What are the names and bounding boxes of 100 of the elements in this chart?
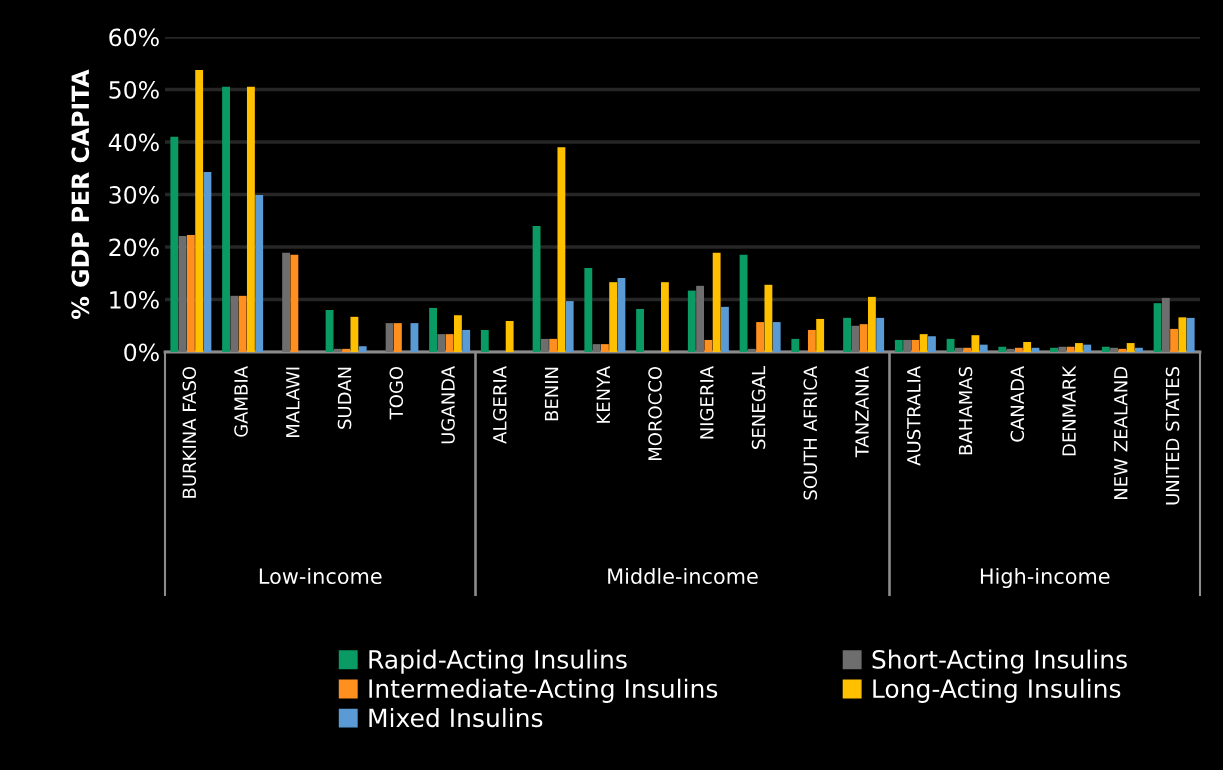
bar <box>1101 346 1110 352</box>
bar <box>1126 343 1135 352</box>
bar <box>255 195 264 352</box>
bar <box>660 282 669 352</box>
bar <box>867 296 876 352</box>
bar <box>1178 317 1187 352</box>
bar <box>636 308 644 352</box>
x-tick-label: ALGERIA <box>492 366 507 444</box>
bar <box>1083 344 1092 352</box>
bar <box>1074 343 1083 352</box>
x-tick-label: MALAWI <box>286 367 300 438</box>
y-tick-label: 60% <box>109 28 159 47</box>
bar <box>333 348 342 352</box>
bar <box>540 338 549 352</box>
legend-label: Mixed Insulins <box>369 707 543 728</box>
bar <box>1161 297 1170 352</box>
x-tick-label: NEW ZEALAND <box>1114 366 1128 499</box>
bar <box>721 306 729 352</box>
bar <box>807 329 816 352</box>
bar <box>1110 347 1119 352</box>
bar <box>911 339 920 352</box>
bar <box>979 344 988 352</box>
bar <box>919 334 928 352</box>
bar <box>1023 342 1032 352</box>
x-tick-label: TANZANIA <box>855 366 869 458</box>
x-tick-label: SENEGAL <box>751 365 766 449</box>
y-tick-label: 50% <box>109 80 159 99</box>
y-tick-label: 30% <box>109 185 159 204</box>
x-tick-label: BENIN <box>544 367 559 421</box>
bar <box>894 339 903 352</box>
bar <box>859 324 868 352</box>
bar <box>238 295 247 352</box>
bar <box>393 323 402 352</box>
bar <box>1014 347 1023 352</box>
bar <box>772 322 781 352</box>
x-tick-label: UGANDA <box>441 366 455 444</box>
y-axis-title: % GDP PER CAPITA <box>71 69 90 319</box>
bar <box>178 235 187 352</box>
x-tick-label: KENYA <box>596 366 610 423</box>
bar <box>764 284 773 352</box>
legend-label: Intermediate-Acting Insulins <box>369 678 718 703</box>
bar <box>609 282 618 352</box>
bar <box>222 86 230 352</box>
bar <box>480 329 489 352</box>
bar <box>816 318 825 352</box>
x-tick-label: CANADA <box>1010 366 1025 442</box>
x-tick-label: BURKINA FASO <box>182 366 197 498</box>
bar <box>186 234 195 352</box>
bar <box>429 307 437 352</box>
bar <box>1170 328 1179 352</box>
text: Low-income <box>259 567 382 585</box>
bar <box>385 323 394 352</box>
bar <box>549 338 558 352</box>
bar <box>505 321 514 352</box>
x-tick-label: AUSTRALIA <box>906 366 921 466</box>
y-tick-label: 20% <box>109 238 159 257</box>
x-tick-label: SOUTH AFRICA <box>803 366 818 500</box>
bar <box>963 347 972 352</box>
bar <box>600 344 609 352</box>
y-tick-label: 0% <box>124 343 159 362</box>
bar <box>1186 317 1195 352</box>
bar <box>1058 346 1067 352</box>
x-tick-label: MOROCCO <box>648 366 662 461</box>
x-tick-label: NIGERIA <box>699 366 714 439</box>
bar <box>565 301 574 352</box>
x-tick-label: TOGO <box>389 366 404 420</box>
bar <box>592 344 601 352</box>
text: Middle-income <box>608 567 758 585</box>
bar <box>756 322 765 352</box>
bar <box>557 147 566 352</box>
bar <box>230 295 239 352</box>
bar <box>712 252 721 352</box>
bar <box>1006 348 1015 352</box>
bar <box>290 254 299 352</box>
bar <box>843 317 851 352</box>
x-tick-label: BAHAMAS <box>958 366 973 455</box>
bar <box>462 329 471 352</box>
bar <box>704 339 713 352</box>
bar <box>928 336 936 352</box>
bar <box>696 285 705 352</box>
bar <box>195 70 204 352</box>
text: High-income <box>980 567 1110 589</box>
bar <box>358 346 367 352</box>
x-tick-label: DENMARK <box>1062 365 1076 456</box>
bar <box>747 348 756 352</box>
legend-label: Long-Acting Insulins <box>873 678 1121 703</box>
bar <box>445 334 454 352</box>
bar <box>437 334 446 352</box>
bar <box>342 348 351 352</box>
bar <box>1066 346 1075 352</box>
legend-label: Rapid-Acting Insulins <box>369 649 627 674</box>
bar <box>282 252 291 352</box>
bar <box>584 268 593 352</box>
bar <box>876 317 885 352</box>
bar <box>1118 348 1127 352</box>
bar <box>903 339 912 352</box>
bar <box>453 315 462 352</box>
bar <box>791 338 800 352</box>
bar <box>1050 347 1058 352</box>
bar <box>1135 347 1143 352</box>
